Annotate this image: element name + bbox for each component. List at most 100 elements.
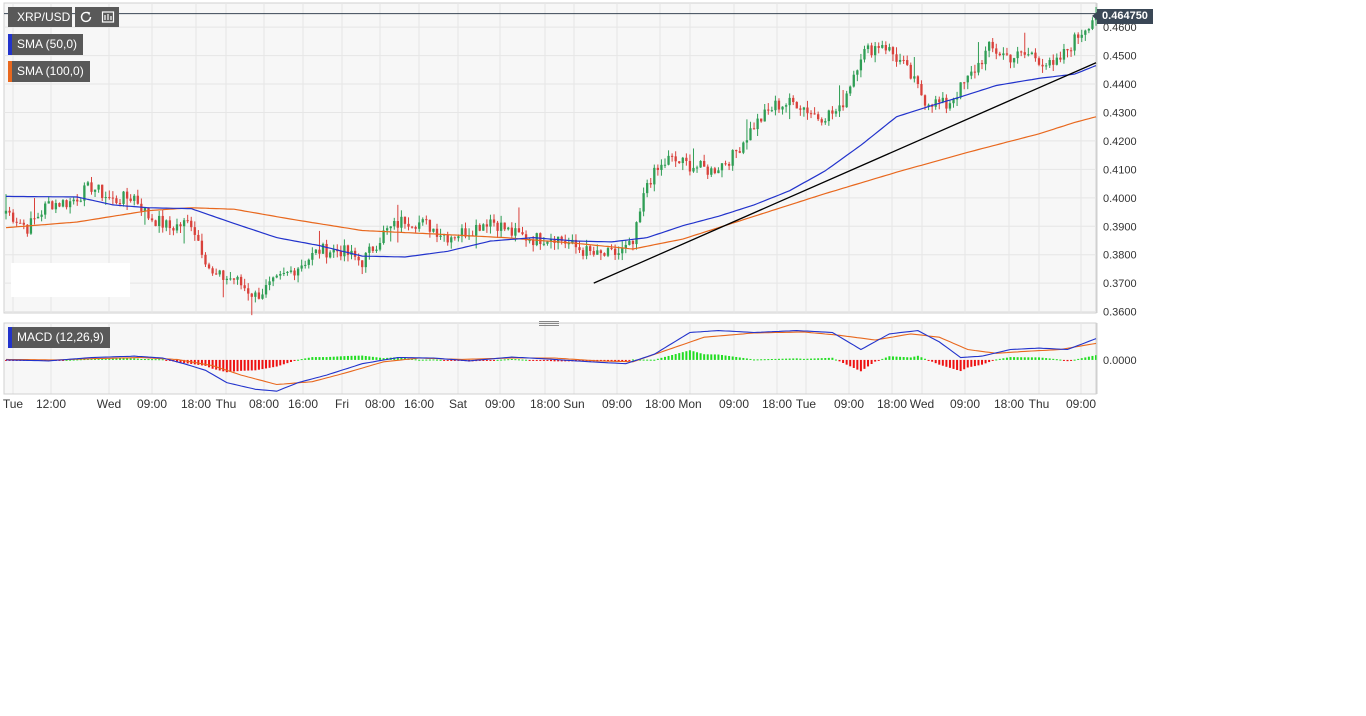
symbol-title[interactable]: XRP/USD — [8, 7, 72, 27]
macd-histogram-bar — [1062, 359, 1065, 361]
macd-histogram-bar — [197, 359, 200, 365]
candle — [866, 45, 870, 50]
candle — [143, 207, 147, 212]
macd-histogram-bar — [988, 359, 991, 363]
macd-histogram-bar — [240, 359, 243, 371]
candle — [560, 236, 563, 241]
candle — [339, 251, 342, 257]
candle — [264, 285, 268, 295]
candle — [532, 240, 535, 246]
macd-histogram-bar — [550, 359, 552, 362]
refresh-button[interactable] — [75, 7, 97, 27]
candle — [136, 195, 139, 204]
macd-histogram-bar — [90, 358, 93, 360]
macd-histogram-bar — [229, 359, 232, 372]
candle — [813, 113, 816, 115]
macd-histogram-bar — [966, 359, 969, 368]
macd-histogram-bar — [646, 359, 649, 361]
macd-histogram-bar — [738, 357, 741, 360]
candle — [403, 216, 407, 224]
time-axis-tick-label: 09:00 — [137, 397, 167, 411]
candle — [1048, 60, 1051, 66]
candle — [1037, 58, 1041, 65]
chart-settings-button[interactable] — [97, 7, 119, 27]
price-axis-tick-label: 0.4300 — [1103, 107, 1137, 119]
candle — [963, 82, 966, 84]
legend-sma100[interactable]: SMA (100,0) — [8, 61, 90, 82]
macd-signal-line — [5, 331, 1097, 386]
candle — [970, 71, 973, 76]
time-axis-tick-label: Wed — [97, 397, 121, 411]
macd-histogram-bar — [500, 359, 503, 361]
candle — [26, 224, 29, 234]
candle — [792, 97, 795, 103]
macd-histogram-bar — [129, 358, 132, 360]
macd-histogram-bar — [656, 358, 659, 360]
candle — [54, 203, 58, 210]
macd-histogram-bar — [325, 357, 328, 360]
macd-histogram-bar — [307, 357, 310, 360]
macd-histogram-bar — [1084, 357, 1087, 360]
macd-histogram-bar — [546, 359, 549, 361]
legend-sma50[interactable]: SMA (50,0) — [8, 34, 84, 55]
candle — [93, 189, 97, 192]
macd-histogram-bar — [1027, 357, 1030, 360]
macd-histogram-bar — [293, 359, 296, 361]
macd-histogram-bar — [311, 357, 314, 360]
macd-histogram-bar — [275, 359, 278, 367]
candle — [980, 62, 984, 65]
time-axis-tick-label: 09:00 — [485, 397, 515, 411]
candle — [774, 100, 777, 111]
candle — [215, 273, 218, 275]
macd-histogram-bar — [250, 359, 253, 371]
macd-histogram-bar — [147, 359, 150, 361]
candle — [368, 246, 371, 253]
candle — [870, 45, 873, 56]
candle — [781, 106, 784, 110]
pane-resize-handle[interactable] — [538, 314, 560, 326]
macd-histogram-bar — [810, 358, 813, 360]
candle — [485, 224, 489, 227]
candle — [660, 164, 663, 171]
macd-histogram-bar — [1048, 358, 1051, 360]
legend-macd[interactable]: MACD (12,26,9) — [8, 327, 110, 348]
candle — [959, 82, 962, 98]
candle — [546, 241, 549, 244]
time-axis-tick-label: 18:00 — [181, 397, 211, 411]
macd-histogram-bar — [1080, 358, 1083, 360]
candle — [254, 292, 257, 297]
candle — [218, 270, 221, 275]
price-pane[interactable] — [3, 2, 1097, 314]
candle — [293, 270, 296, 276]
macd-histogram-bar — [867, 359, 870, 367]
macd-histogram-bar — [724, 355, 727, 360]
candle — [1020, 51, 1023, 53]
macd-histogram-bar — [948, 359, 951, 368]
macd-histogram-bar — [849, 359, 852, 367]
candle — [222, 270, 225, 280]
candle — [998, 53, 1001, 56]
macd-histogram-bar — [279, 359, 282, 366]
macd-histogram-bar — [795, 358, 798, 360]
trendline[interactable] — [593, 62, 1097, 284]
candle — [884, 45, 887, 51]
candle — [809, 113, 813, 115]
macd-histogram-bar — [863, 359, 866, 369]
candle — [877, 46, 880, 48]
macd-histogram-bar — [973, 359, 976, 367]
candle — [827, 110, 831, 122]
candle — [457, 236, 460, 239]
candle — [991, 41, 994, 49]
candle — [482, 224, 485, 231]
candle — [663, 164, 667, 166]
candle — [44, 203, 47, 215]
candle — [856, 70, 859, 75]
candle — [909, 64, 912, 79]
candle — [674, 156, 677, 162]
candle — [653, 167, 656, 185]
candle — [90, 182, 93, 192]
candle — [678, 161, 681, 164]
macd-histogram-bar — [834, 359, 837, 361]
time-axis-tick-label: Sat — [449, 397, 468, 411]
